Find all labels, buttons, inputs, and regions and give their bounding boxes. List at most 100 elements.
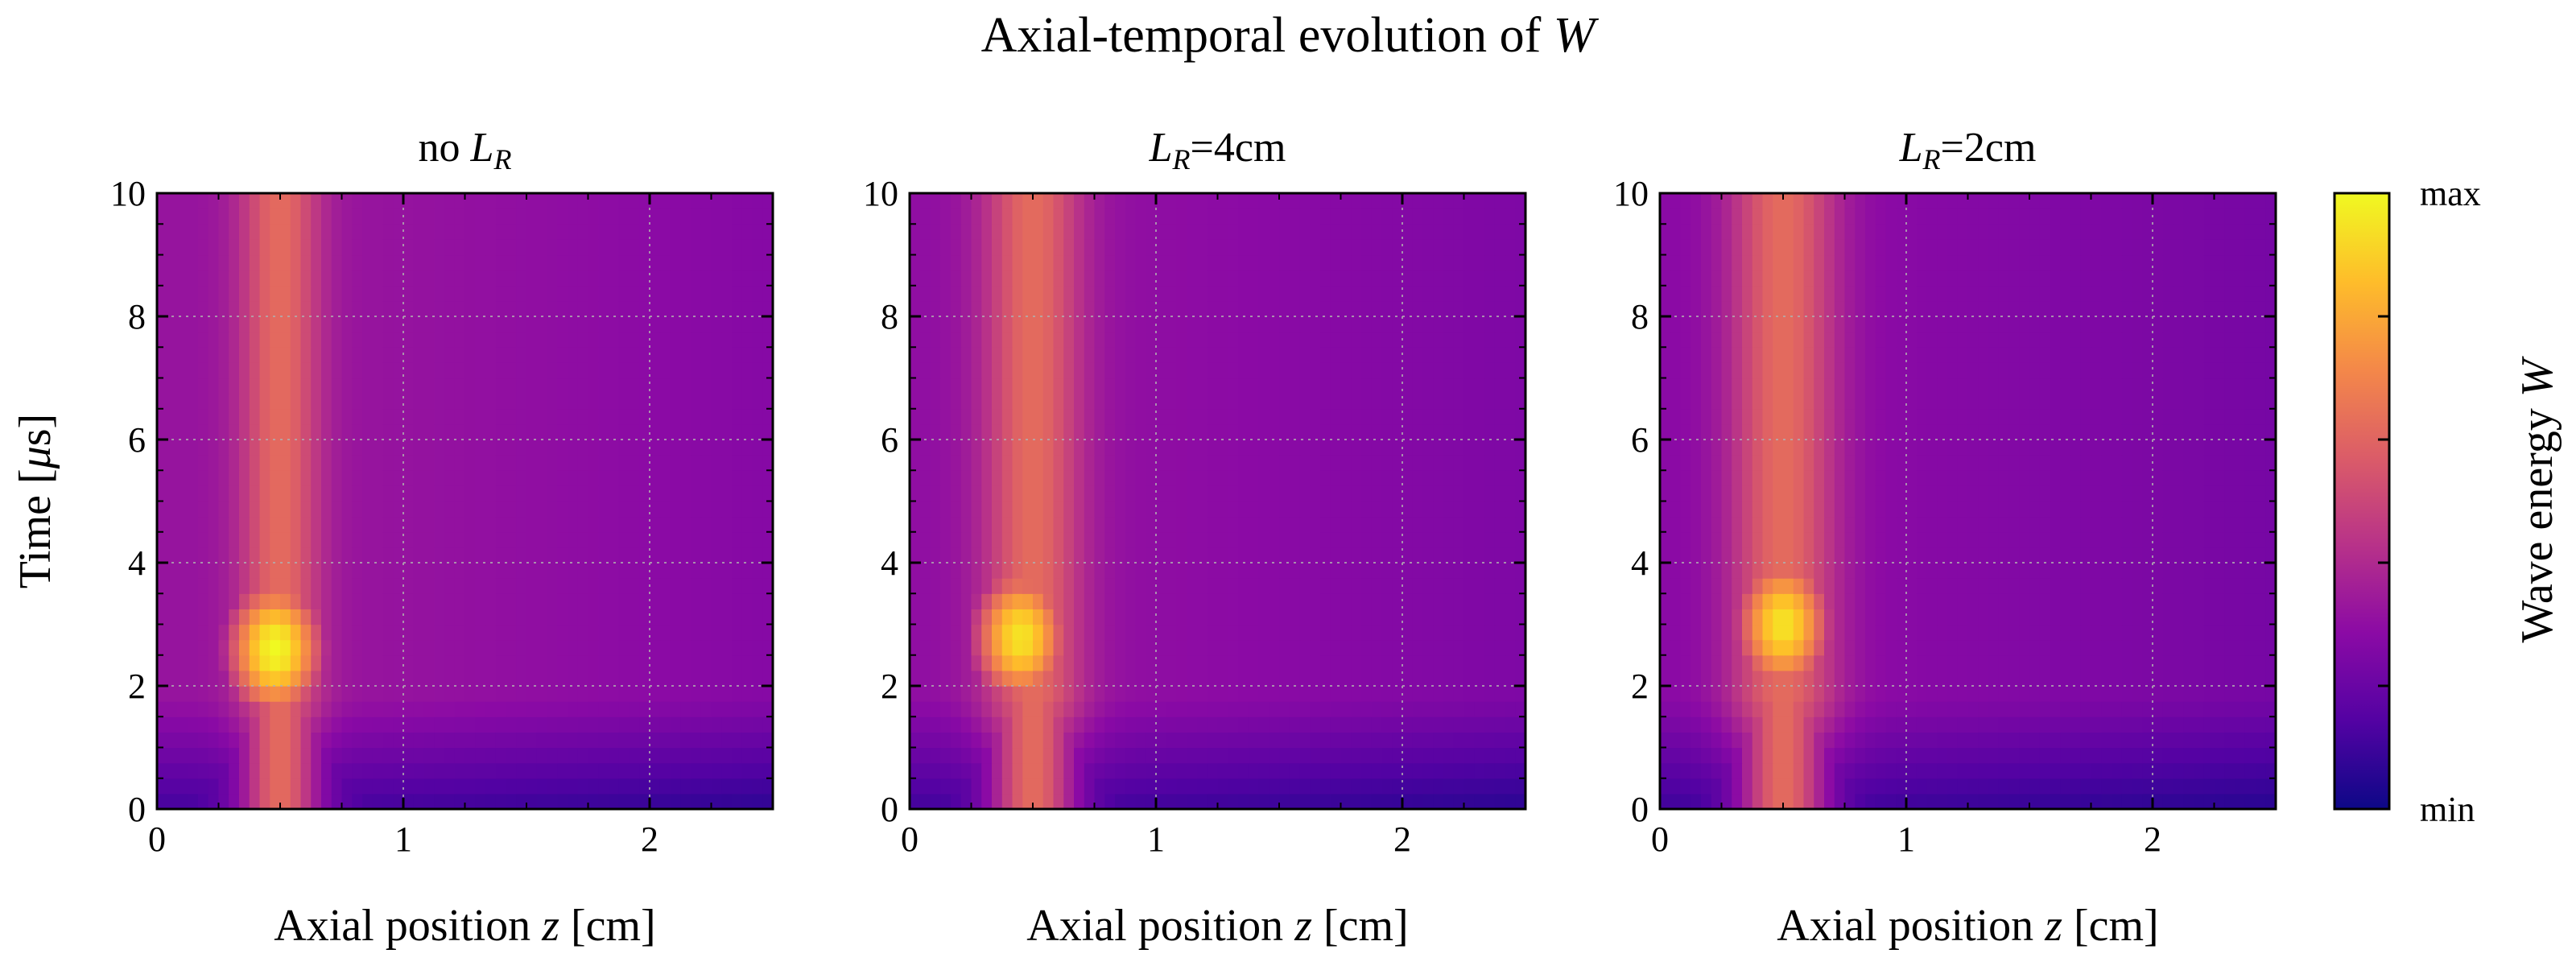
heatmap-cell — [372, 393, 384, 410]
heatmap-cell — [1443, 440, 1455, 456]
heatmap-cell — [1258, 793, 1269, 809]
heatmap-cell — [1135, 332, 1146, 348]
heatmap-cell — [1505, 455, 1516, 471]
heatmap-cell — [464, 686, 476, 702]
heatmap-cell — [1289, 423, 1301, 440]
y-tick-label: 8 — [128, 297, 146, 336]
heatmap-cell — [568, 654, 579, 671]
heatmap-cell — [1515, 716, 1525, 733]
heatmap-cell — [475, 408, 486, 425]
heatmap-cell — [382, 762, 394, 779]
heatmap-cell — [919, 332, 931, 348]
heatmap-cell — [629, 485, 640, 502]
heatmap-cell — [167, 393, 179, 410]
heatmap-cell — [1340, 362, 1352, 379]
heatmap-cell — [960, 578, 972, 594]
heatmap-cell — [1146, 408, 1157, 425]
heatmap-cell — [1443, 470, 1455, 486]
heatmap-cell — [290, 408, 302, 425]
heatmap-cell — [721, 300, 733, 317]
heatmap-cell — [229, 362, 240, 379]
heatmap-cell — [290, 501, 302, 518]
heatmap-cell — [403, 393, 415, 410]
heatmap-cell — [639, 531, 650, 548]
heatmap-cell — [1042, 393, 1055, 410]
heatmap-cell — [1084, 686, 1096, 702]
heatmap-cell — [1330, 423, 1342, 440]
heatmap-cell — [259, 563, 270, 579]
heatmap-cell — [680, 378, 691, 394]
heatmap-cell — [167, 762, 179, 779]
heatmap-cell — [691, 193, 702, 209]
heatmap-cell — [208, 654, 220, 671]
heatmap-cell — [1463, 347, 1475, 363]
heatmap-cell — [960, 531, 972, 548]
heatmap-cell — [536, 470, 548, 486]
heatmap-cell — [919, 732, 931, 749]
heatmap-cell — [1001, 332, 1013, 348]
heatmap-cell — [1176, 316, 1187, 332]
heatmap-cell — [1166, 686, 1178, 702]
heatmap-cell — [577, 408, 589, 425]
heatmap-cell — [1279, 193, 1290, 209]
heatmap-cell — [218, 716, 229, 733]
heatmap-cell — [413, 378, 425, 394]
heatmap-cell — [930, 270, 941, 287]
heatmap-cell — [639, 440, 650, 456]
heatmap-cell — [1299, 578, 1311, 594]
heatmap-cell — [992, 455, 1003, 471]
heatmap-cell — [495, 501, 507, 518]
heatmap-cell — [177, 316, 188, 332]
heatmap-cell — [331, 208, 343, 225]
heatmap-cell — [1371, 393, 1383, 410]
heatmap-cell — [1146, 254, 1157, 271]
heatmap-cell — [1505, 793, 1516, 809]
heatmap-cell — [547, 208, 558, 225]
heatmap-cell — [650, 470, 661, 486]
heatmap-cell — [547, 593, 558, 609]
heatmap-cell — [239, 347, 250, 363]
heatmap-cell — [1033, 440, 1044, 456]
heatmap-cell — [1146, 747, 1157, 764]
heatmap-cell — [1033, 316, 1044, 332]
heatmap-cell — [485, 762, 497, 779]
heatmap-cell — [177, 501, 188, 518]
heatmap-cell — [393, 609, 404, 625]
heatmap-cell — [1074, 362, 1085, 379]
heatmap-cell — [670, 778, 681, 795]
heatmap-cell — [229, 593, 240, 609]
heatmap-cell — [1453, 224, 1465, 240]
heatmap-cell — [1125, 440, 1137, 456]
heatmap-cell — [352, 362, 363, 379]
heatmap-cell — [1258, 716, 1269, 733]
heatmap-cell — [588, 747, 599, 764]
heatmap-cell — [568, 300, 579, 317]
heatmap-cell — [752, 686, 763, 702]
heatmap-cell — [609, 332, 620, 348]
heatmap-cell — [1238, 762, 1249, 779]
heatmap-cell — [434, 393, 445, 410]
heatmap-cell — [1228, 701, 1239, 717]
heatmap-cell — [1310, 224, 1321, 240]
heatmap-cell — [444, 747, 456, 764]
heatmap-cell — [940, 654, 952, 671]
heatmap-cell — [588, 686, 599, 702]
heatmap-cell — [752, 239, 763, 256]
heatmap-cell — [1084, 423, 1096, 440]
heatmap-cell — [992, 654, 1003, 671]
heatmap-cell — [639, 670, 650, 687]
heatmap-cell — [1484, 316, 1496, 332]
heatmap-cell — [1104, 501, 1116, 518]
heatmap-cell — [352, 239, 363, 256]
heatmap-cell — [1320, 778, 1331, 795]
heatmap-cell — [1176, 193, 1187, 209]
heatmap-cell — [951, 531, 962, 548]
heatmap-cell — [1217, 593, 1228, 609]
heatmap-cell — [1453, 624, 1465, 641]
heatmap-cell — [732, 762, 743, 779]
heatmap-cell — [1074, 593, 1085, 609]
heatmap-cell — [413, 701, 425, 717]
heatmap-cell — [1463, 747, 1475, 764]
heatmap-cell — [711, 393, 722, 410]
heatmap-cell — [1351, 609, 1362, 625]
